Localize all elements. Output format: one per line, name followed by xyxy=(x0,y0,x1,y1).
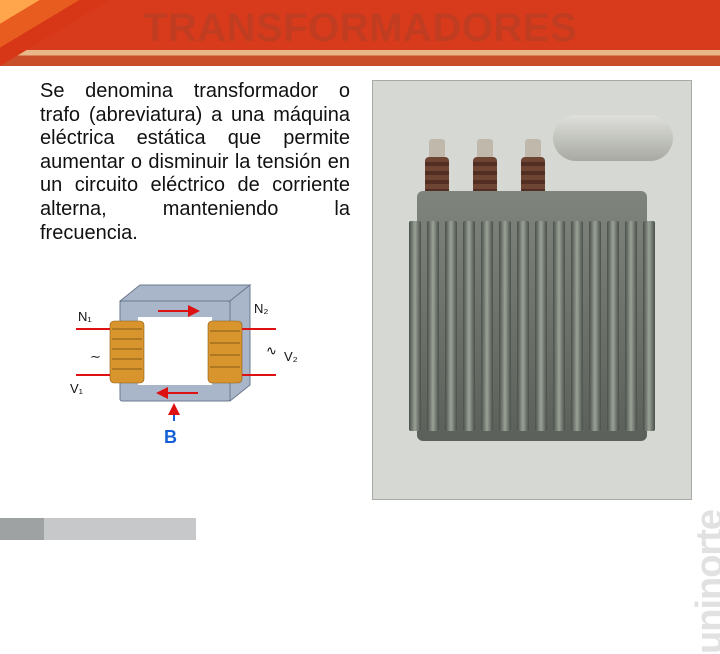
primary-coil-icon xyxy=(110,321,144,383)
conservator-tank-icon xyxy=(553,115,673,161)
label-ac1: ∼ xyxy=(90,349,101,364)
label-n2: N₂ xyxy=(254,301,268,316)
label-b: B xyxy=(164,427,177,447)
right-column xyxy=(364,80,700,540)
slide-title: TRANSFORMADORES xyxy=(0,0,720,56)
radiator-fins-icon xyxy=(407,221,657,431)
secondary-coil-icon xyxy=(208,321,242,383)
transformer-photo xyxy=(372,80,692,500)
definition-paragraph: Se denomina transformador o trafo (abrev… xyxy=(40,80,350,245)
transformer-schematic: N₁ N₂ V₁ V₂ ∼ ∿ B xyxy=(40,271,320,471)
label-n1: N₁ xyxy=(78,309,92,324)
slide-content: Se denomina transformador o trafo (abrev… xyxy=(0,76,720,540)
label-ac2: ∿ xyxy=(266,343,277,358)
label-v2: V₂ xyxy=(284,349,298,364)
watermark-side: uninorte xyxy=(689,510,720,654)
label-v1: V₁ xyxy=(70,381,84,396)
left-column: Se denomina transformador o trafo (abrev… xyxy=(40,80,350,540)
footer-accent-bar xyxy=(0,518,196,540)
